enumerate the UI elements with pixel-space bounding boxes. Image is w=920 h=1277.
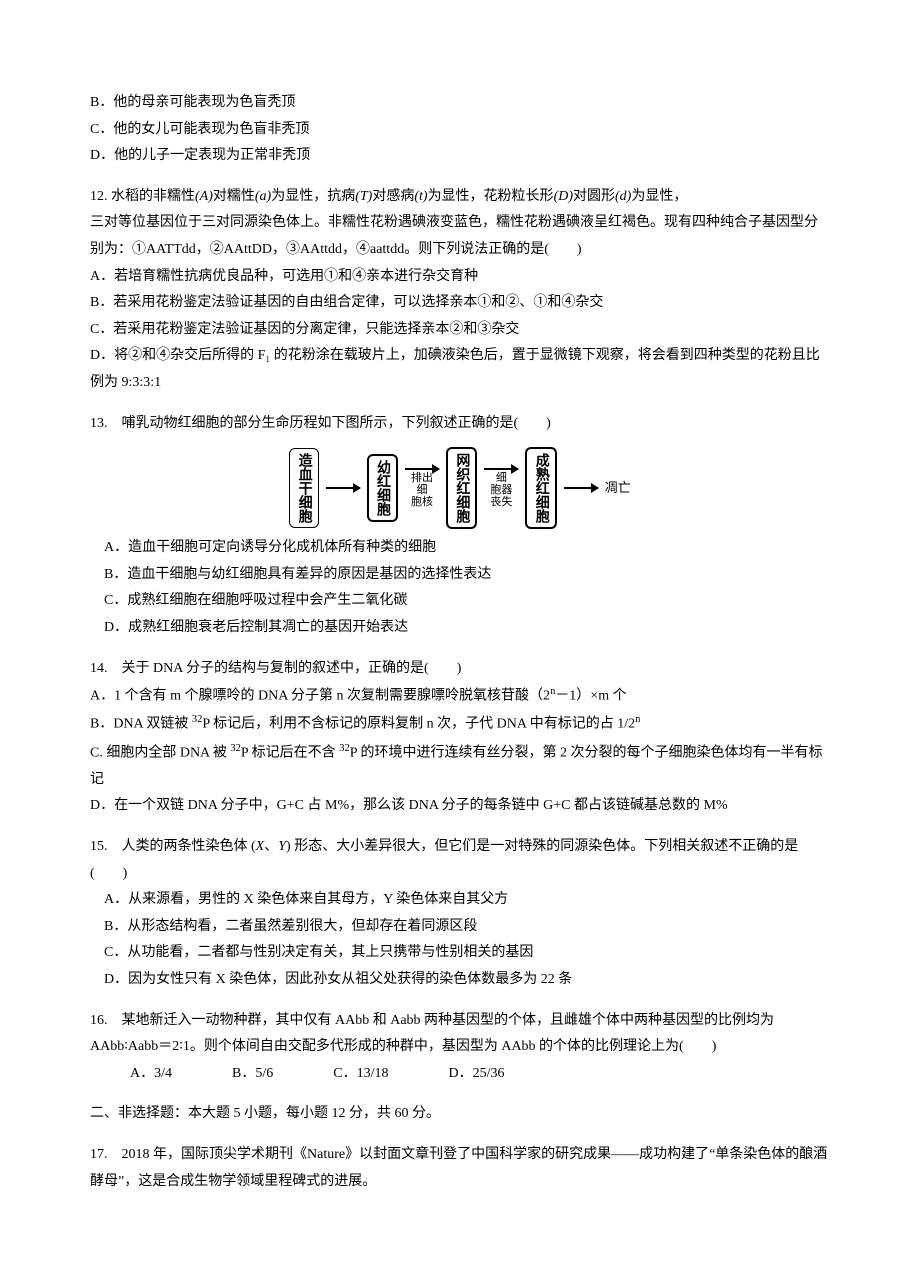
flow-arrow-1 <box>323 487 363 489</box>
q14c-sup1: 32 <box>230 743 241 754</box>
q16-option-b: B．5/6 <box>232 1061 273 1088</box>
a3-l2: 胞器 <box>490 484 512 496</box>
q16-option-d: D．25/36 <box>448 1061 504 1088</box>
flow-cell-2: 幼红细胞 <box>367 454 398 522</box>
q12-var-d: (d) <box>615 189 631 204</box>
q12-var-a: (a) <box>255 189 271 204</box>
q14c-sup2: 32 <box>339 743 350 754</box>
q13-stem: 13. 哺乳动物红细胞的部分生命历程如下图所示，下列叙述正确的是( ) <box>90 411 830 438</box>
q13-option-b: B．造血干细胞与幼红细胞具有差异的原因是基因的选择性表达 <box>104 562 830 589</box>
q15-sep: 、 <box>264 839 278 854</box>
q15-s1: 15. 人类的两条性染色体 ( <box>90 839 256 854</box>
q12-var-A: (A) <box>195 189 213 204</box>
q14a-1: A．1 个含有 m 个腺嘌呤的 DNA 分子第 n 次复制需要腺嘌呤脱氧核苷酸（… <box>90 689 550 704</box>
flow-cell-1: 造血干细胞 <box>289 448 318 528</box>
q11-option-b: B．他的母亲可能表现为色盲秃顶 <box>90 90 830 117</box>
q15-stem: 15. 人类的两条性染色体 (X、Y) 形态、大小差异很大，但它们是一对特殊的同… <box>90 834 830 887</box>
flow-arrow-4 <box>561 487 601 489</box>
q12-s4: 对感病 <box>372 189 414 204</box>
q17-stem: 17. 2018 年，国际顶尖学术期刊《Nature》以封面文章刊登了中国科学家… <box>90 1142 830 1195</box>
q14b-sup1: 32 <box>192 714 203 725</box>
q16-options-row: A．3/4 B．5/6 C．13/18 D．25/36 <box>130 1061 830 1088</box>
q16: 16. 某地新迁入一动物种群，其中仅有 AAbb 和 Aabb 两种基因型的个体… <box>90 1008 830 1088</box>
q16-option-a: A．3/4 <box>130 1061 172 1088</box>
q12-s1: 12. 水稻的非糯性 <box>90 189 195 204</box>
q16-stem: 16. 某地新迁入一动物种群，其中仅有 AAbb 和 Aabb 两种基因型的个体… <box>90 1008 830 1061</box>
q12-s3: 为显性，抗病 <box>271 189 355 204</box>
q14: 14. 关于 DNA 分子的结构与复制的叙述中，正确的是( ) A．1 个含有 … <box>90 656 830 821</box>
flow-end: 凋亡 <box>605 476 631 501</box>
q12: 12. 水稻的非糯性(A)对糯性(a)为显性，抗病(T)对感病(t)为显性，花粉… <box>90 184 830 397</box>
q14b-1: B．DNA 双链被 <box>90 717 192 732</box>
q17: 17. 2018 年，国际顶尖学术期刊《Nature》以封面文章刊登了中国科学家… <box>90 1142 830 1195</box>
q12-s2: 对糯性 <box>213 189 255 204</box>
q12-option-b: B．若采用花粉鉴定法验证基因的自由组合定律，可以选择亲本①和②、①和④杂交 <box>90 290 830 317</box>
q13-option-c: C．成熟红细胞在细胞呼吸过程中会产生二氧化碳 <box>104 588 830 615</box>
q12-stem-line1: 12. 水稻的非糯性(A)对糯性(a)为显性，抗病(T)对感病(t)为显性，花粉… <box>90 184 830 211</box>
q14c-2: P 标记后在不含 <box>241 745 339 760</box>
q15-option-c: C．从功能看，二者都与性别决定有关，其上只携带与性别相关的基因 <box>104 940 830 967</box>
q15-option-a: A．从来源看，男性的 X 染色体来自其母方，Y 染色体来自其父方 <box>104 887 830 914</box>
q14b-2: P 标记后，利用不含标记的原料复制 n 次，子代 DNA 中有标记的占 1/2 <box>202 717 635 732</box>
a2-l2: 细 <box>416 484 427 496</box>
q12-s7: 为显性， <box>631 189 687 204</box>
q14-option-a: A．1 个含有 m 个腺嘌呤的 DNA 分子第 n 次复制需要腺嘌呤脱氧核苷酸（… <box>90 682 830 710</box>
q12-var-T: (T) <box>355 189 372 204</box>
q15-option-d: D．因为女性只有 X 染色体，因此孙女从祖父处获得的染色体数最多为 22 条 <box>104 967 830 994</box>
q12-stem-line2: 三对等位基因位于三对同源染色体上。非糯性花粉遇碘液变蓝色，糯性花粉遇碘液呈红褐色… <box>90 210 830 263</box>
q12-var-D: (D) <box>554 189 573 204</box>
q16-option-c: C．13/18 <box>333 1061 388 1088</box>
q14-option-d: D．在一个双链 DNA 分子中，G+C 占 M%，那么该 DNA 分子的每条链中… <box>90 793 830 820</box>
q14a-2: －1）×m 个 <box>555 689 626 704</box>
q13-option-d: D．成熟红细胞衰老后控制其凋亡的基因开始表达 <box>104 615 830 642</box>
a2-l3: 胞核 <box>411 496 433 508</box>
q14-option-b: B．DNA 双链被 32P 标记后，利用不含标记的原料复制 n 次，子代 DNA… <box>90 710 830 738</box>
q12-s5: 为显性，花粉粒长形 <box>428 189 554 204</box>
flow-arrow-3: 细 胞器 丧失 <box>481 468 521 508</box>
q13: 13. 哺乳动物红细胞的部分生命历程如下图所示，下列叙述正确的是( ) 造血干细… <box>90 411 830 642</box>
q14-option-c: C. 细胞内全部 DNA 被 32P 标记后在不含 32P 的环境中进行连续有丝… <box>90 739 830 794</box>
q14b-sup2: n <box>635 714 640 725</box>
q15-Y: Y <box>278 839 286 854</box>
a3-l1: 细 <box>496 472 507 484</box>
flow-arrow-2: 排出 细 胞核 <box>402 468 442 508</box>
a3-l3: 丧失 <box>490 496 512 508</box>
q13-option-a: A．造血干细胞可定向诱导分化成机体所有种类的细胞 <box>104 535 830 562</box>
q13-flow-diagram: 造血干细胞 幼红细胞 排出 细 胞核 网织红细胞 <box>90 447 830 529</box>
q12-var-t: (t) <box>414 189 427 204</box>
section2-heading: 二、非选择题：本大题 5 小题，每小题 12 分，共 60 分。 <box>90 1101 830 1128</box>
q12-option-d: D．将②和④杂交后所得的 F₁ 的花粉涂在载玻片上，加碘液染色后，置于显微镜下观… <box>90 343 830 396</box>
q12-s6: 对圆形 <box>573 189 615 204</box>
q12-option-a: A．若培育糯性抗病优良品种，可选用①和④亲本进行杂交育种 <box>90 264 830 291</box>
flow-cell-4: 成熟红细胞 <box>525 447 556 529</box>
q15-option-b: B．从形态结构看，二者虽然差别很大，但却存在着同源区段 <box>104 914 830 941</box>
q14-stem: 14. 关于 DNA 分子的结构与复制的叙述中，正确的是( ) <box>90 656 830 683</box>
q11-option-d: D．他的儿子一定表现为正常非秃顶 <box>90 143 830 170</box>
flow-cell-3: 网织红细胞 <box>446 447 477 529</box>
a2-l1: 排出 <box>411 472 433 484</box>
q15-X: X <box>256 839 265 854</box>
q12-option-c: C．若采用花粉鉴定法验证基因的分离定律，只能选择亲本②和③杂交 <box>90 317 830 344</box>
q14c-1: C. 细胞内全部 DNA 被 <box>90 745 230 760</box>
q15: 15. 人类的两条性染色体 (X、Y) 形态、大小差异很大，但它们是一对特殊的同… <box>90 834 830 994</box>
q11-option-c: C．他的女儿可能表现为色盲非秃顶 <box>90 117 830 144</box>
exam-page: B．他的母亲可能表现为色盲秃顶 C．他的女儿可能表现为色盲非秃顶 D．他的儿子一… <box>0 0 920 1277</box>
